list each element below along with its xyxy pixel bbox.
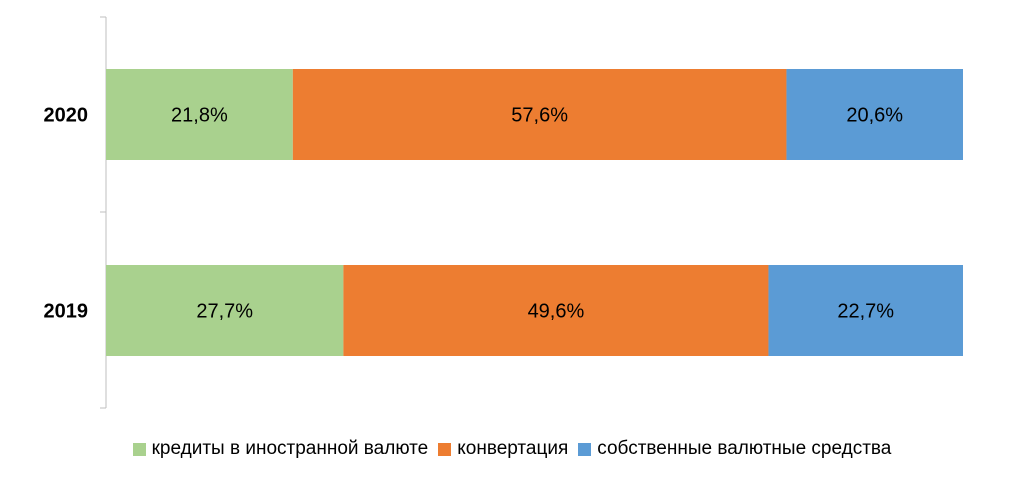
legend-label-own-funds: собственные валютные средства xyxy=(597,438,892,459)
bars-group: 2020 21,8% 57,6% 20,6% 2019 27,7% 49,6% 22,7% xyxy=(44,69,963,356)
legend-swatch-conversion xyxy=(438,442,452,456)
legend-label-credits: кредиты в иностранной валюте xyxy=(151,438,429,459)
bar-segment-2019-2 xyxy=(768,265,963,356)
data-label-2019-0: 27,7% xyxy=(196,301,253,323)
bar-segment-2020-1 xyxy=(292,69,787,160)
category-label-2020: 2020 xyxy=(44,105,89,127)
data-label-2020-0: 21,8% xyxy=(171,105,228,127)
bar-segment-2020-2 xyxy=(786,69,963,160)
bar-segment-2019-0 xyxy=(106,265,344,356)
data-label-2019-2: 22,7% xyxy=(837,301,894,323)
data-label-2020-1: 57,6% xyxy=(511,105,568,127)
legend-swatch-own-funds xyxy=(578,442,592,456)
data-label-2019-1: 49,6% xyxy=(528,301,585,323)
legend-item-conversion: конвертация xyxy=(438,438,568,460)
legend-item-credits: кредиты в иностранной валюте xyxy=(132,438,429,460)
legend-item-own-funds: собственные валютные средства xyxy=(578,438,891,460)
bar-segment-2019-1 xyxy=(343,265,769,356)
data-label-2020-2: 20,6% xyxy=(846,105,903,127)
legend: кредиты в иностранной валюте конвертация… xyxy=(0,438,1024,460)
legend-label-conversion: конвертация xyxy=(457,438,569,459)
stacked-bar-chart: 2020 21,8% 57,6% 20,6% 2019 27,7% 49,6% 22,7% xyxy=(44,16,963,409)
legend-swatch-credits xyxy=(132,442,146,456)
bar-segment-2020-0 xyxy=(106,69,293,160)
category-label-2019: 2019 xyxy=(44,301,89,323)
